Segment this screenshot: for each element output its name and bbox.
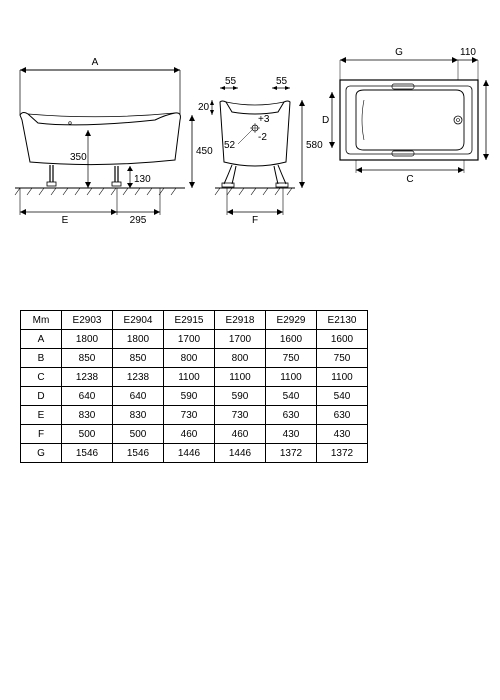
cell: 630: [266, 406, 317, 425]
cell: 1100: [266, 368, 317, 387]
cell: 460: [215, 425, 266, 444]
dim-110: 110: [460, 47, 476, 58]
cell: 460: [164, 425, 215, 444]
cell: 850: [113, 349, 164, 368]
cell: 750: [266, 349, 317, 368]
header-mm: Mm: [21, 311, 62, 330]
cell: 1238: [62, 368, 113, 387]
header-col: E2130: [317, 311, 368, 330]
dim-350: 350: [70, 152, 87, 163]
cell: 730: [164, 406, 215, 425]
header-col: E2903: [62, 311, 113, 330]
cell: 1600: [317, 330, 368, 349]
cell: 540: [317, 387, 368, 406]
dim-295: 295: [130, 215, 147, 226]
cell: 640: [113, 387, 164, 406]
cell: 750: [317, 349, 368, 368]
dim-label-f: F: [252, 215, 258, 226]
dim-450: 450: [196, 146, 213, 157]
end-view: 55 55 20: [198, 76, 323, 226]
header-col: E2915: [164, 311, 215, 330]
table-row: D640640590590540540: [21, 387, 368, 406]
cell: 800: [164, 349, 215, 368]
cell: 1100: [317, 368, 368, 387]
cell: 730: [215, 406, 266, 425]
row-key: A: [21, 330, 62, 349]
cell: 500: [113, 425, 164, 444]
dim-label-e: E: [62, 215, 69, 226]
table-row: E830830730730630630: [21, 406, 368, 425]
dim-tol-plus: +3: [258, 114, 270, 125]
dim-label-a: A: [92, 57, 99, 68]
row-key: D: [21, 387, 62, 406]
cell: 1546: [62, 444, 113, 463]
cell: 1372: [266, 444, 317, 463]
cell: 590: [164, 387, 215, 406]
cell: 500: [62, 425, 113, 444]
cell: 1446: [215, 444, 266, 463]
row-key: G: [21, 444, 62, 463]
header-col: E2904: [113, 311, 164, 330]
dim-label-g: G: [395, 47, 403, 58]
header-col: E2918: [215, 311, 266, 330]
dim-55b: 55: [276, 76, 288, 87]
cell: 540: [266, 387, 317, 406]
cell: 1700: [215, 330, 266, 349]
table-row: C123812381100110011001100: [21, 368, 368, 387]
dim-20: 20: [198, 102, 210, 113]
cell: 430: [266, 425, 317, 444]
cell: 1700: [164, 330, 215, 349]
top-view: G 110 B D C: [322, 47, 490, 185]
cell: 1100: [215, 368, 266, 387]
table-row: B850850800800750750: [21, 349, 368, 368]
cell: 1800: [113, 330, 164, 349]
row-key: C: [21, 368, 62, 387]
dim-label-d: D: [322, 115, 329, 126]
table-row: G154615461446144613721372: [21, 444, 368, 463]
cell: 1600: [266, 330, 317, 349]
cell: 800: [215, 349, 266, 368]
cell: 850: [62, 349, 113, 368]
dim-580: 580: [306, 140, 323, 151]
side-view: A: [15, 57, 213, 226]
dimensions-table-wrap: Mm E2903 E2904 E2915 E2918 E2929 E2130 A…: [20, 310, 368, 463]
dim-tol-minus: -2: [258, 132, 267, 143]
dim-130: 130: [134, 174, 151, 185]
technical-drawing: A: [10, 20, 490, 300]
cell: 830: [62, 406, 113, 425]
header-col: E2929: [266, 311, 317, 330]
dim-55a: 55: [225, 76, 237, 87]
dimensions-table: Mm E2903 E2904 E2915 E2918 E2929 E2130 A…: [20, 310, 368, 463]
table-header-row: Mm E2903 E2904 E2915 E2918 E2929 E2130: [21, 311, 368, 330]
row-key: E: [21, 406, 62, 425]
cell: 1546: [113, 444, 164, 463]
cell: 1800: [62, 330, 113, 349]
cell: 640: [62, 387, 113, 406]
row-key: F: [21, 425, 62, 444]
table-row: A180018001700170016001600: [21, 330, 368, 349]
cell: 1100: [164, 368, 215, 387]
cell: 1446: [164, 444, 215, 463]
cell: 430: [317, 425, 368, 444]
cell: 1372: [317, 444, 368, 463]
drawing-svg: A: [10, 20, 490, 300]
cell: 590: [215, 387, 266, 406]
cell: 1238: [113, 368, 164, 387]
table-row: F500500460460430430: [21, 425, 368, 444]
dim-52: 52: [224, 140, 236, 151]
cell: 830: [113, 406, 164, 425]
cell: 630: [317, 406, 368, 425]
row-key: B: [21, 349, 62, 368]
dim-label-c: C: [406, 174, 413, 185]
